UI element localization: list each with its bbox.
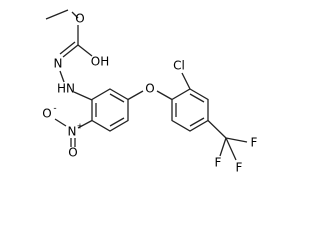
atom-label: N <box>54 57 63 71</box>
atom-charge: - <box>53 104 56 114</box>
atom-label: O <box>68 146 77 160</box>
atom-charge: + <box>77 122 84 131</box>
atom-label: F <box>251 136 258 150</box>
atom-label: Cl <box>173 59 185 73</box>
structure-diagram: O OH N HN N + O - O O Cl F F F <box>42 9 258 175</box>
atom-labels: O OH N HN N + O - O O Cl F F F <box>42 12 257 175</box>
atom-label: F <box>236 161 243 175</box>
bonds <box>45 9 248 161</box>
atom-label: O <box>145 82 154 96</box>
atom-label: O <box>75 12 84 26</box>
atom-label: F <box>215 156 222 170</box>
atom-label: O <box>42 107 51 121</box>
atom-label: HN <box>57 82 75 96</box>
atom-label: OH <box>91 55 109 69</box>
atom-label: N <box>68 125 77 139</box>
